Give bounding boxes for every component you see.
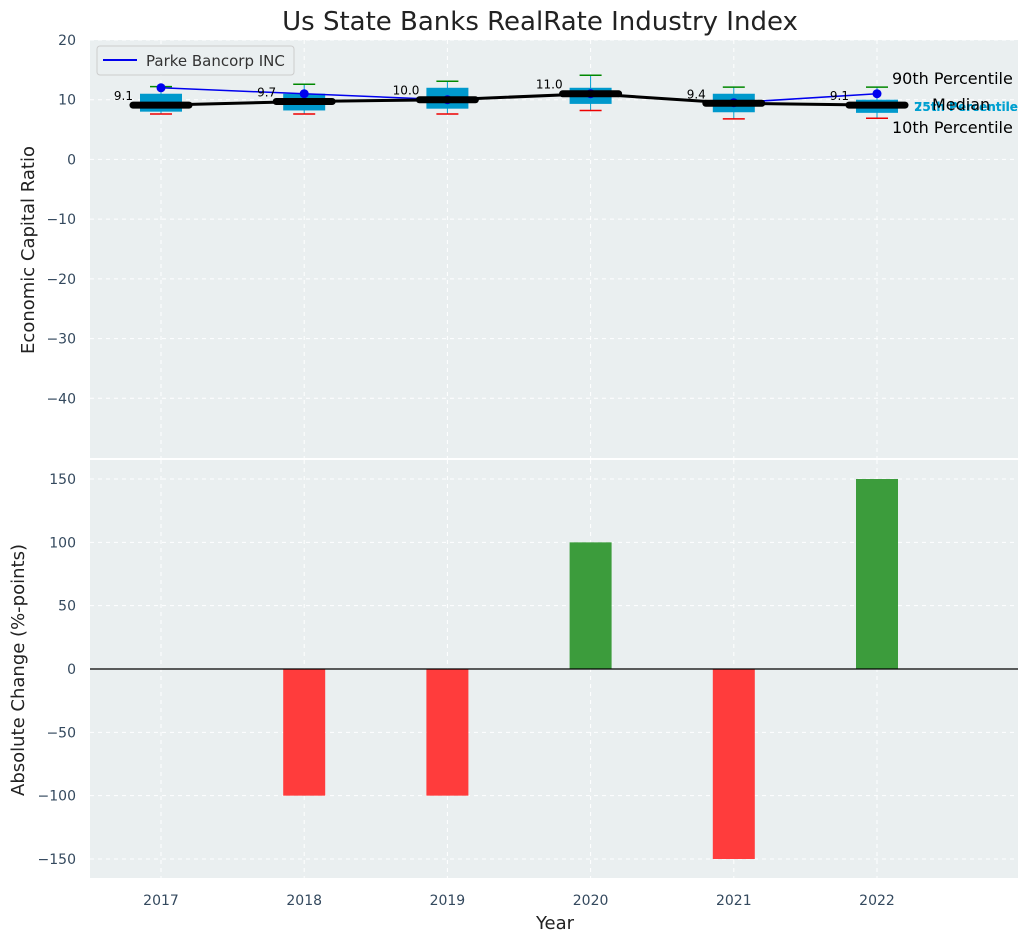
x-tick-labels: 2017 2018 2019 2020 2021 2022 — [143, 893, 895, 909]
top-gridlines — [90, 39, 1018, 458]
bottom-y-axis-label: Absolute Change (%-points) — [8, 544, 29, 796]
top-y-tick-label: 0 — [67, 152, 76, 168]
bottom-y-tick-label: 150 — [49, 472, 76, 488]
top-y-tick-label: −20 — [46, 272, 76, 288]
chart-title: Us State Banks RealRate Industry Index — [282, 7, 798, 37]
x-tick-label-2018: 2018 — [286, 893, 322, 909]
bar-2018 — [283, 669, 326, 796]
median-value-label-2021: 9.4 — [687, 87, 706, 101]
top-y-tick-label: 10 — [58, 93, 76, 109]
bottom-y-tick-label: 100 — [49, 535, 76, 551]
parke-point-2018 — [299, 89, 309, 99]
top-y-tick-label: −10 — [46, 212, 76, 228]
x-axis-label: Year — [535, 913, 575, 934]
bar-2020 — [569, 542, 612, 669]
parke-point-2017 — [156, 83, 166, 93]
parke-point-2022 — [872, 89, 882, 99]
x-tick-label-2022: 2022 — [859, 893, 895, 909]
top-y-axis-label: Economic Capital Ratio — [18, 146, 39, 354]
median-value-label-2017: 9.1 — [114, 89, 133, 103]
percentile-labels: 75th Percentile 25th Percentile 90th Per… — [892, 69, 1018, 137]
top-y-tick-label: −30 — [46, 332, 76, 348]
median-value-labels: 9.1 9.7 10.0 11.0 9.4 9.1 — [114, 78, 849, 103]
median-percentile-label: Median — [932, 95, 990, 114]
x-tick-label-2020: 2020 — [573, 893, 609, 909]
bottom-y-tick-label: −50 — [46, 725, 76, 741]
x-tick-label-2017: 2017 — [143, 893, 179, 909]
median-value-label-2020: 11.0 — [536, 78, 563, 92]
legend: Parke Bancorp INC — [96, 45, 295, 76]
median-line — [129, 90, 909, 109]
top-y-tick-label: −40 — [46, 391, 76, 407]
legend-entry-parke: Parke Bancorp INC — [146, 52, 285, 70]
q1-percentile-label: 25th Percentile — [914, 100, 1018, 114]
x-tick-label-2021: 2021 — [716, 893, 752, 909]
bottom-y-tick-labels: 150 100 50 0 −50 −100 −150 — [38, 472, 76, 868]
top-y-tick-labels: 20 10 0 −10 −20 −30 −40 — [46, 33, 76, 407]
x-tick-label-2019: 2019 — [430, 893, 466, 909]
p90-percentile-label: 90th Percentile — [892, 69, 1013, 88]
bottom-y-tick-label: 50 — [58, 599, 76, 615]
legend-box — [96, 45, 295, 76]
p10-percentile-label: 10th Percentile — [892, 118, 1013, 137]
bar-2019 — [426, 669, 469, 796]
bar-2021 — [712, 669, 755, 859]
median-value-label-2018: 9.7 — [257, 86, 276, 100]
top-y-tick-label: 20 — [58, 33, 76, 49]
bottom-y-tick-label: −100 — [38, 789, 76, 805]
bottom-y-tick-label: 0 — [67, 662, 76, 678]
change-bars — [283, 479, 898, 859]
median-value-label-2019: 10.0 — [393, 84, 420, 98]
bottom-y-tick-label: −150 — [38, 852, 76, 868]
q3-percentile-label: 75th Percentile — [914, 100, 1018, 114]
median-value-label-2022: 9.1 — [830, 89, 849, 103]
bar-2022 — [856, 479, 898, 669]
